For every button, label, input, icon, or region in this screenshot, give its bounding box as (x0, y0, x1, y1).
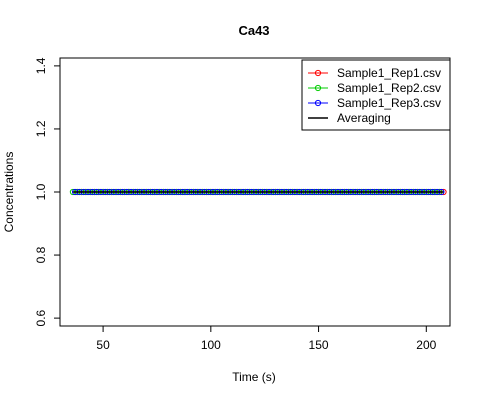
legend-entry: Averaging (308, 111, 391, 125)
x-tick-label: 100 (201, 338, 221, 352)
x-tick-label: 150 (309, 338, 329, 352)
x-tick-label: 200 (416, 338, 436, 352)
x-tick-label: 50 (96, 338, 110, 352)
legend: Sample1_Rep1.csvSample1_Rep2.csvSample1_… (301, 59, 451, 131)
legend-label: Sample1_Rep1.csv (337, 66, 441, 80)
legend-label: Averaging (337, 111, 391, 125)
y-axis-label: Concentrations (2, 152, 16, 233)
y-tick-label: 1.0 (34, 183, 48, 200)
y-tick-label: 0.6 (34, 309, 48, 326)
y-tick-label: 0.8 (34, 246, 48, 263)
legend-label: Sample1_Rep3.csv (337, 96, 441, 110)
x-axis-label: Time (s) (232, 370, 276, 384)
legend-entry: Sample1_Rep2.csv (308, 81, 441, 95)
chart-title: Ca43 (238, 23, 269, 38)
legend-label: Sample1_Rep2.csv (337, 81, 441, 95)
legend-swatch-marker (314, 84, 322, 92)
legend-swatch-marker (314, 99, 322, 107)
x-axis: 50 100 150 200 (96, 326, 437, 352)
y-tick-label: 1.2 (34, 120, 48, 137)
legend-entry: Sample1_Rep3.csv (308, 96, 441, 110)
legend-swatch-marker (314, 69, 322, 77)
legend-entry: Sample1_Rep1.csv (308, 66, 441, 80)
plot-series (69, 188, 447, 196)
y-axis: 0.6 0.8 1.0 1.2 1.4 (34, 57, 60, 326)
y-tick-label: 1.4 (34, 57, 48, 74)
